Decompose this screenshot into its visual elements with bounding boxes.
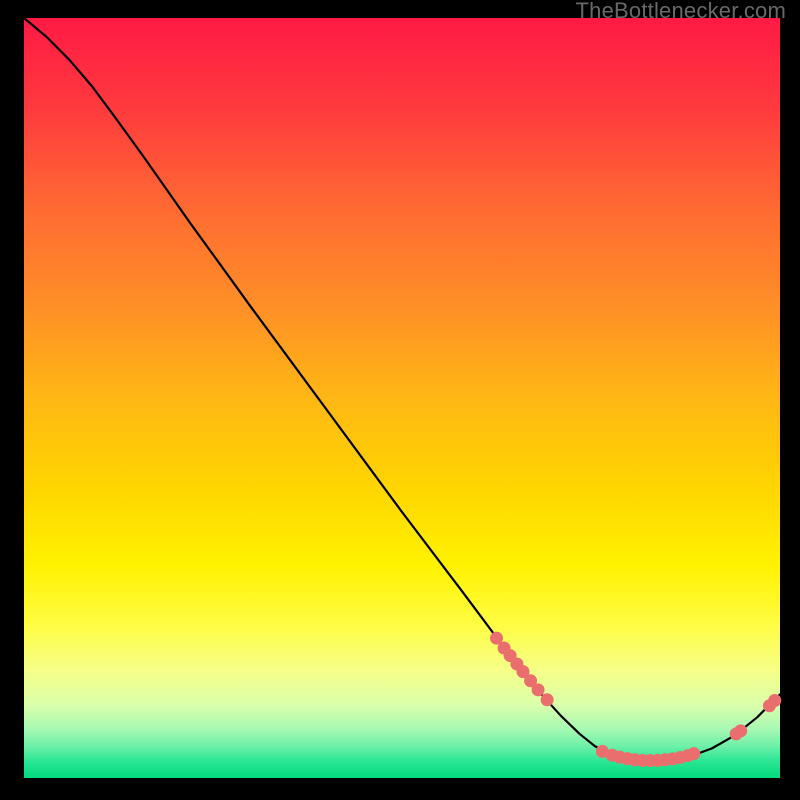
data-marker bbox=[768, 694, 781, 707]
watermark-text: TheBottlenecker.com bbox=[576, 0, 786, 24]
plot-background bbox=[24, 18, 780, 778]
chart-frame: TheBottlenecker.com bbox=[0, 0, 800, 800]
bottleneck-chart bbox=[0, 0, 800, 800]
data-marker bbox=[734, 724, 747, 737]
data-marker bbox=[687, 747, 700, 760]
data-marker bbox=[541, 693, 554, 706]
data-marker bbox=[532, 683, 545, 696]
